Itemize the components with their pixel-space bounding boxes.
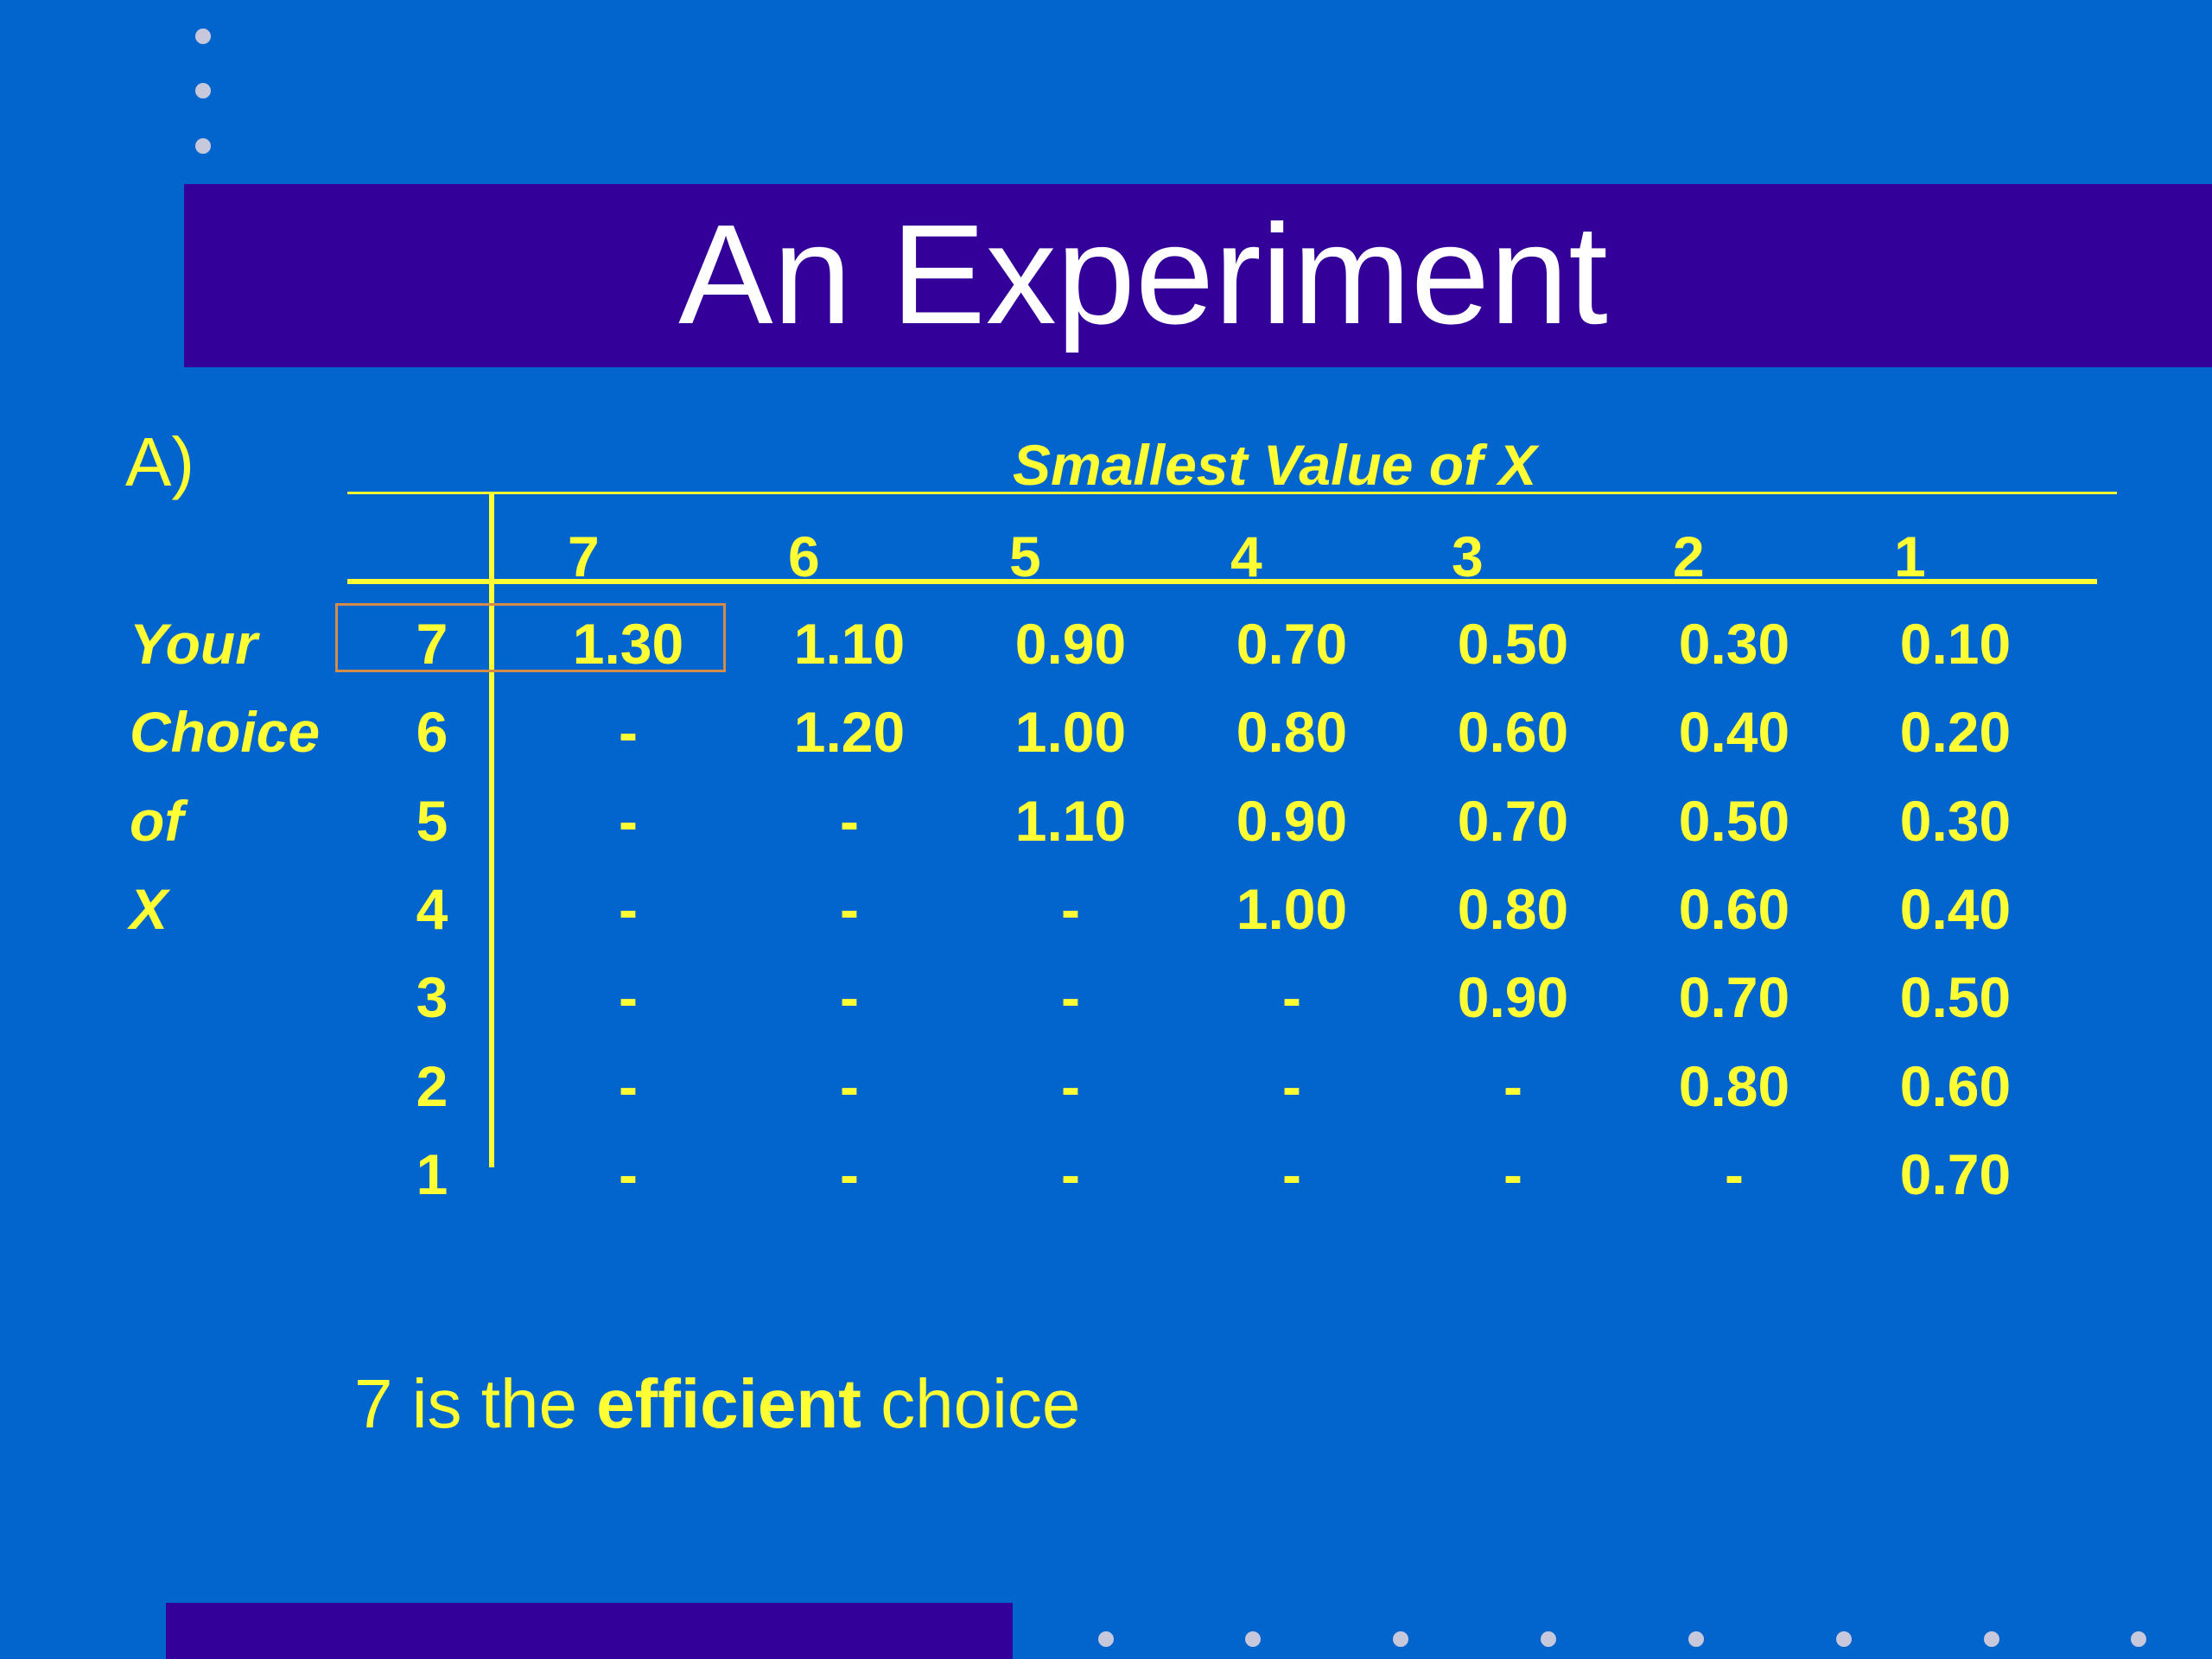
table-cell: -	[840, 1142, 859, 1206]
table-cell: 0.50	[1899, 965, 2012, 1029]
table-cell: -	[1061, 965, 1080, 1029]
decorative-dot	[195, 83, 211, 99]
decorative-dot	[1688, 1631, 1704, 1647]
title-band	[184, 184, 2212, 367]
column-group-title: Smallest Value of X	[1013, 433, 1537, 497]
table-cell: -	[840, 1054, 859, 1118]
table-cell: -	[1282, 1142, 1301, 1206]
table-cell: 0.30	[1899, 789, 2012, 853]
table-cell: 0.60	[1457, 700, 1569, 764]
caption-emphasis: efficient	[596, 1365, 861, 1442]
row-choice-value: 6	[416, 700, 448, 764]
table-cell: 1.30	[572, 612, 684, 676]
column-header: 1	[1894, 524, 1926, 588]
decorative-dot	[1393, 1631, 1408, 1647]
column-header: 2	[1673, 524, 1705, 588]
column-header: 5	[1009, 524, 1041, 588]
row-choice-value: 1	[416, 1142, 448, 1206]
table-cell: -	[619, 877, 638, 941]
table-cell: 0.20	[1899, 700, 2012, 764]
caption-suffix: choice	[861, 1365, 1081, 1442]
slide-title: An Experiment	[678, 195, 1608, 353]
table-cell: -	[619, 789, 638, 853]
table-cell: 0.90	[1014, 612, 1127, 676]
row-header-divider	[489, 492, 494, 1167]
table-cell: 0.40	[1899, 877, 2012, 941]
decorative-dot	[1245, 1631, 1261, 1647]
highlighted-cell-box	[335, 603, 726, 672]
decorative-dot	[1836, 1631, 1852, 1647]
decorative-dot	[1541, 1631, 1556, 1647]
table-cell: 0.60	[1899, 1054, 2012, 1118]
table-cell: 1.00	[1236, 877, 1348, 941]
table-cell: 0.50	[1678, 789, 1790, 853]
table-cell: -	[1061, 1142, 1080, 1206]
table-cell: 0.90	[1236, 789, 1348, 853]
row-choice-value: 5	[416, 789, 448, 853]
row-choice-value: 4	[416, 877, 448, 941]
section-label: A)	[125, 423, 194, 500]
table-cell: 0.40	[1678, 700, 1790, 764]
table-cell: -	[1061, 877, 1080, 941]
footer-band	[166, 1603, 1013, 1659]
caption-prefix: 7 is the	[354, 1365, 597, 1442]
table-cell: 0.70	[1899, 1142, 2012, 1206]
row-choice-value: 2	[416, 1054, 448, 1118]
table-cell: 0.80	[1678, 1054, 1790, 1118]
row-group-label-line: Choice	[130, 700, 321, 764]
table-cell: 1.10	[793, 612, 906, 676]
table-cell: -	[1061, 1054, 1080, 1118]
table-cell: -	[1503, 1054, 1522, 1118]
row-group-label-line: Your	[130, 612, 257, 676]
table-cell: 0.90	[1457, 965, 1569, 1029]
row-group-label-line: of	[130, 789, 184, 853]
decorative-dot	[195, 29, 211, 44]
table-cell: 1.10	[1014, 789, 1127, 853]
table-cell: 0.30	[1678, 612, 1790, 676]
table-cell: -	[1725, 1142, 1744, 1206]
table-cell: 0.80	[1236, 700, 1348, 764]
table-cell: -	[1282, 965, 1301, 1029]
decorative-dot	[1098, 1631, 1114, 1647]
table-cell: 0.70	[1678, 965, 1790, 1029]
table-cell: -	[840, 789, 859, 853]
row-group-label-line: X	[130, 877, 168, 941]
table-cell: 0.70	[1236, 612, 1348, 676]
table-cell: 1.00	[1014, 700, 1127, 764]
table-cell: 0.60	[1678, 877, 1790, 941]
table-cell: -	[840, 877, 859, 941]
header-underline	[347, 579, 2097, 584]
row-choice-value: 3	[416, 965, 448, 1029]
column-header: 3	[1452, 524, 1484, 588]
table-cell: -	[1282, 1054, 1301, 1118]
decorative-dot	[195, 138, 211, 154]
table-cell: 0.70	[1457, 789, 1569, 853]
column-header: 7	[568, 524, 600, 588]
table-top-rule	[347, 492, 2117, 494]
table-cell: -	[619, 1142, 638, 1206]
table-cell: -	[619, 965, 638, 1029]
table-cell: -	[619, 1054, 638, 1118]
table-cell: -	[1503, 1142, 1522, 1206]
efficient-choice-caption: 7 is the efficient choice	[354, 1365, 1080, 1443]
table-cell: -	[619, 700, 638, 764]
table-cell: 0.80	[1457, 877, 1569, 941]
decorative-dot	[2131, 1631, 2146, 1647]
table-cell: 0.10	[1899, 612, 2012, 676]
table-cell: 1.20	[793, 700, 906, 764]
decorative-dot	[1984, 1631, 1999, 1647]
table-cell: 0.50	[1457, 612, 1569, 676]
row-choice-value: 7	[416, 612, 448, 676]
table-cell: -	[840, 965, 859, 1029]
column-header: 6	[788, 524, 820, 588]
column-header: 4	[1230, 524, 1262, 588]
